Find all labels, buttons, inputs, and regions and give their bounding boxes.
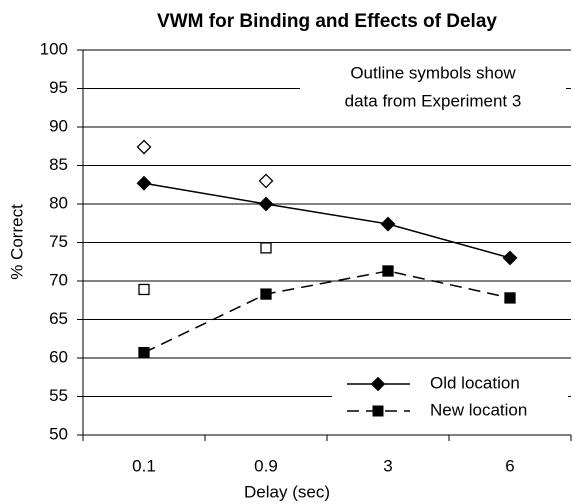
x-tick-label: 0.9 <box>254 456 278 475</box>
marker <box>260 288 272 300</box>
x-axis-label: Delay (sec) <box>244 482 330 501</box>
marker <box>380 216 396 232</box>
marker <box>382 265 394 277</box>
y-tick-label: 80 <box>49 193 68 212</box>
marker <box>258 173 274 189</box>
annotation-background <box>300 60 566 116</box>
series-line <box>143 182 511 259</box>
legend-label: Old location <box>430 373 520 392</box>
marker <box>260 242 272 254</box>
marker <box>136 139 152 155</box>
x-tick-label: 0.1 <box>132 456 156 475</box>
y-tick-label: 50 <box>49 424 68 443</box>
y-tick-label: 90 <box>49 116 68 135</box>
y-tick-label: 60 <box>49 347 68 366</box>
marker <box>504 292 516 304</box>
marker <box>258 196 274 212</box>
chart-title: VWM for Binding and Effects of Delay <box>157 11 497 32</box>
y-axis-label: % Correct <box>7 204 26 280</box>
marker <box>138 283 150 296</box>
series-line <box>143 270 511 354</box>
y-tick-label: 65 <box>49 309 68 328</box>
legend-marker <box>370 376 386 392</box>
legend-label: New location <box>430 400 527 419</box>
marker <box>136 175 152 191</box>
x-tick-label: 3 <box>383 456 392 475</box>
annotation: Outline symbols show <box>350 63 516 82</box>
legend-marker <box>372 405 384 417</box>
x-tick-label: 6 <box>505 456 514 475</box>
y-tick-label: 70 <box>49 270 68 289</box>
marker <box>502 250 518 266</box>
annotation: data from Experiment 3 <box>345 91 522 110</box>
marker <box>138 346 150 359</box>
y-tick-label: 85 <box>49 155 68 174</box>
y-tick-label: 55 <box>49 386 68 405</box>
legend-background <box>332 368 568 426</box>
y-tick-label: 75 <box>49 232 68 251</box>
y-tick-label: 95 <box>49 78 68 97</box>
y-tick-label: 100 <box>40 39 68 58</box>
